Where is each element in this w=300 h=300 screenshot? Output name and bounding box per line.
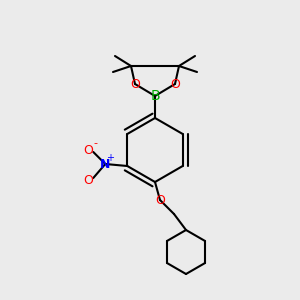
Text: -: -: [93, 138, 97, 148]
Text: B: B: [150, 89, 160, 103]
Text: O: O: [170, 77, 180, 91]
Text: O: O: [155, 194, 165, 206]
Text: +: +: [106, 153, 114, 163]
Text: O: O: [83, 143, 93, 157]
Text: N: N: [100, 158, 110, 170]
Text: O: O: [83, 173, 93, 187]
Text: O: O: [130, 77, 140, 91]
